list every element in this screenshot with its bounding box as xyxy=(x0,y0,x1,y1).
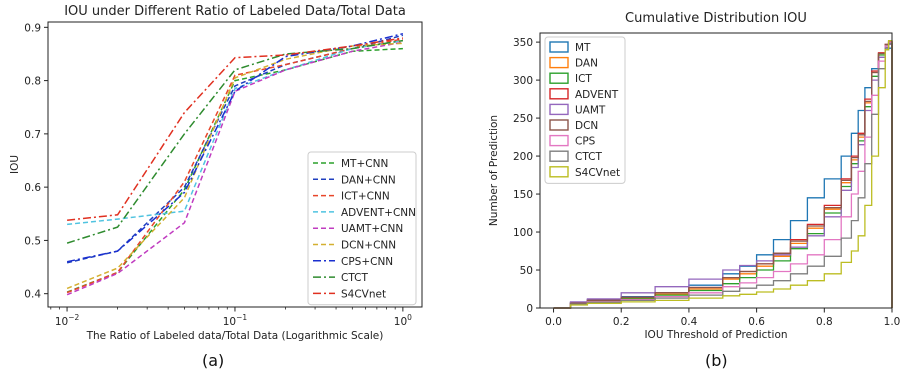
legend-swatch-dan xyxy=(549,56,569,69)
y-tick-label: 150 xyxy=(513,189,533,201)
series-line-uamt-cnn xyxy=(66,41,404,296)
y-tick-label: 350 xyxy=(513,37,533,49)
legend-box xyxy=(307,151,417,306)
legend-label-ctct: CTCT xyxy=(575,151,602,163)
legend-swatch-cps xyxy=(549,134,569,147)
legend-label-dcn-cnn: DCN+CNN xyxy=(341,240,396,252)
chart-title: IOU under Different Ratio of Labeled Dat… xyxy=(64,4,406,19)
legend-label-s4cvnet: S4CVnet xyxy=(575,167,620,179)
legend-label-dan: DAN xyxy=(575,58,598,70)
y-tick-label: 50 xyxy=(520,265,533,277)
x-tick-label: 10−2 xyxy=(55,313,80,328)
series-line-s4cvnet xyxy=(67,37,404,221)
x-axis-label: IOU Threshold of Prediction xyxy=(644,329,787,341)
series-line-dcn-cnn xyxy=(66,42,403,290)
legend-swatch-ict xyxy=(549,72,569,84)
legend-label-mt: MT xyxy=(575,42,591,54)
y-tick-label: 0.8 xyxy=(24,76,41,88)
series-line-cps-cnn xyxy=(66,32,404,263)
legend-label-s4cvnet: S4CVnet xyxy=(341,288,386,300)
x-tick-label: 0.4 xyxy=(681,316,698,328)
x-tick-label: 0.2 xyxy=(613,316,630,328)
series-line-advent-cnn xyxy=(67,39,404,226)
legend-label-advent: ADVENT xyxy=(575,89,619,101)
x-axis-label: The Ratio of Labeled data/Total Data (Lo… xyxy=(86,330,384,342)
plot-frame xyxy=(47,21,423,308)
y-tick-label: 0 xyxy=(526,303,533,315)
series-line-ict-cnn xyxy=(66,38,404,294)
chart-a: IOU under Different Ratio of Labeled Dat… xyxy=(9,4,423,342)
x-tick-label: 0.8 xyxy=(816,316,833,328)
caption-b: (b) xyxy=(705,351,728,370)
chart-title: Cumulative Distribution IOU xyxy=(625,11,807,26)
y-tick-label: 0.5 xyxy=(24,235,41,247)
y-tick-label: 300 xyxy=(513,75,533,87)
legend-label-ict: ICT xyxy=(575,73,592,85)
legend-label-uamt: UAMT xyxy=(575,104,606,116)
y-tick-label: 0.7 xyxy=(24,129,41,141)
series-line-ctct xyxy=(66,39,404,244)
legend-swatch-mt xyxy=(549,41,569,53)
chart-b: Cumulative Distribution IOU IOU Threshold… xyxy=(488,11,900,341)
y-tick-label: 200 xyxy=(513,151,533,163)
legend-label-advent-cnn: ADVENT+CNN xyxy=(341,207,416,219)
x-tick-label: 100 xyxy=(394,313,412,328)
plot-frame xyxy=(539,32,893,309)
caption-a: (a) xyxy=(202,351,225,370)
legend-swatch-dcn xyxy=(549,119,569,131)
legend-swatch-uamt xyxy=(549,103,569,116)
legend-label-ctct: CTCT xyxy=(341,272,368,284)
y-axis-label: IOU xyxy=(9,155,21,174)
legend-label-uamt-cnn: UAMT+CNN xyxy=(341,223,403,235)
x-tick-label: 10−1 xyxy=(223,313,248,328)
legend-label-ict-cnn: ICT+CNN xyxy=(341,191,390,203)
series-line-s4cvnet xyxy=(553,39,893,309)
legend-swatch-s4cvnet xyxy=(549,166,569,178)
legend-label-mt-cnn: MT+CNN xyxy=(341,158,388,170)
y-tick-label: 0.4 xyxy=(24,289,41,301)
y-tick-label: 0.9 xyxy=(24,22,41,34)
legend-swatch-advent xyxy=(549,88,569,100)
legend-label-dcn: DCN xyxy=(575,120,598,132)
x-tick-label: 1.0 xyxy=(884,316,900,328)
legend-label-cps-cnn: CPS+CNN xyxy=(341,256,393,268)
y-tick-label: 0.6 xyxy=(24,182,41,194)
legend-label-dan-cnn: DAN+CNN xyxy=(341,174,396,186)
legend-label-cps: CPS xyxy=(575,136,596,148)
legend-swatch-ctct xyxy=(549,150,569,162)
x-tick-label: 0.0 xyxy=(545,316,562,328)
y-tick-label: 100 xyxy=(513,227,533,239)
y-tick-label: 250 xyxy=(513,113,533,125)
y-axis-label: Number of Prediction xyxy=(488,115,500,226)
x-tick-label: 0.6 xyxy=(748,316,765,328)
